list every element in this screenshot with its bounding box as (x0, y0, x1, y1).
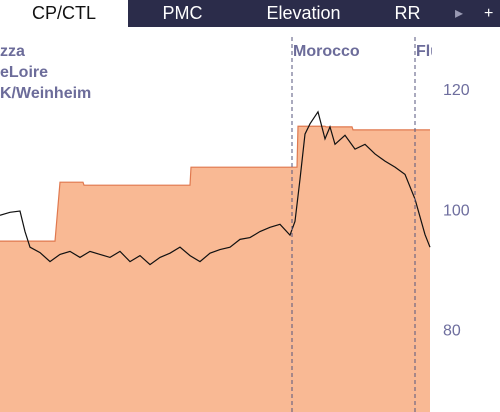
event-label: Morocco (293, 43, 360, 60)
tab-bar: CP/CTL PMC Elevation RR ▸ + (0, 0, 500, 27)
y-tick-label: 100 (443, 202, 470, 219)
event-label: eLoire (0, 64, 48, 81)
tab[interactable]: CP/CTL (0, 0, 128, 27)
chart: Morocco Flu zza eLoire K/Weinheim 80 100 120 (0, 37, 470, 412)
area (0, 126, 430, 412)
line (0, 110, 431, 266)
scroll-arrow[interactable]: ▸ (455, 5, 464, 22)
area-edge (0, 125, 430, 242)
y-axis: 80 100 120 (443, 82, 470, 340)
tab[interactable]: RR (394, 3, 421, 23)
y-tick-label: 80 (443, 323, 461, 340)
tab[interactable]: Elevation (266, 3, 341, 23)
plot-area: Morocco Flu zza eLoire K/Weinheim (0, 37, 440, 412)
event-label: Flu (416, 43, 440, 60)
y-tick-label: 120 (443, 82, 470, 99)
event-label: K/Weinheim (0, 85, 91, 102)
add-tab[interactable]: + (484, 5, 494, 22)
event-label: zza (0, 43, 25, 60)
tab[interactable]: PMC (162, 3, 203, 23)
